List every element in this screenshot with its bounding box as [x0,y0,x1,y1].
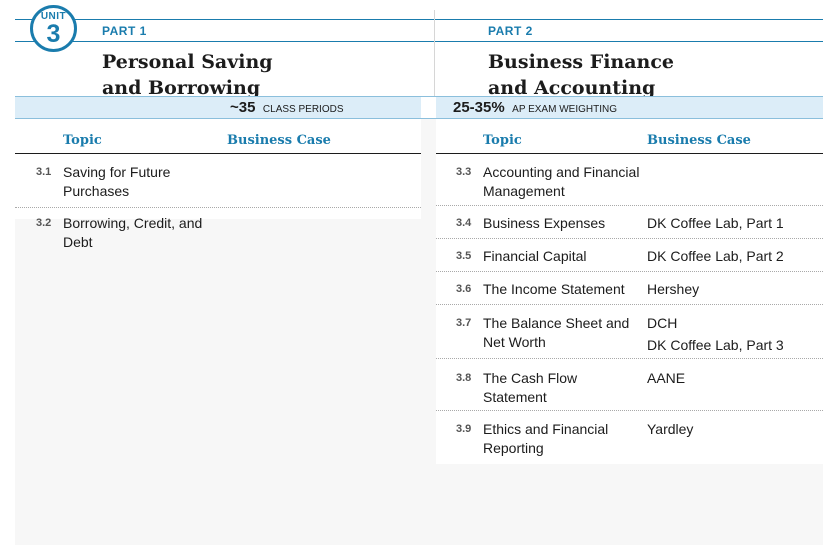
table-row: 3.4 Business Expenses DK Coffee Lab, Par… [436,214,823,239]
part-2-topics-table: Topic Business Case 3.3 Accounting and F… [436,119,823,464]
topic-title: Saving for Future Purchases [63,164,171,199]
table-row: 3.6 The Income Statement Hershey [436,280,823,305]
part-1-table-header: Topic Business Case [15,133,421,154]
table-row: 3.3 Accounting and Financial Management [436,163,823,206]
topic-title: Financial Capital [483,248,587,264]
topic-title: The Cash Flow Statement [483,370,578,405]
table-row: 3.9 Ethics and Financial Reporting Yardl… [436,420,823,460]
header-column-divider [434,10,435,96]
class-periods-unit: CLASS PERIODS [262,104,344,115]
part-1-title-line-2: and Borrowing [102,77,261,99]
unit-header: PART 1 Personal Saving and Borrowing PAR… [15,10,823,99]
topic-number: 3.8 [456,372,472,384]
part-2-label: PART 2 [488,24,533,38]
part-2-table-header: Topic Business Case [436,133,823,154]
topic-title: Borrowing, Credit, and Debt [63,215,203,250]
table-row: 3.2 Borrowing, Credit, and Debt [15,214,421,256]
topic-title: Ethics and Financial Reporting [483,421,609,456]
topic-number: 3.9 [456,423,472,435]
exam-weighting-unit: AP EXAM WEIGHTING [512,104,617,115]
topic-number: 3.4 [456,217,472,229]
header-top-rule [15,19,823,20]
class-periods-stat: ~35 CLASS PERIODS [230,97,344,118]
topic-number: 3.1 [36,166,52,178]
unit-badge-number: 3 [46,20,61,48]
topic-number: 3.7 [456,317,472,329]
part-2-title-line-1: Business Finance [488,51,675,73]
table-row: 3.7 The Balance Sheet and Net Worth DCH … [436,314,823,359]
stats-bar: ~35 CLASS PERIODS 25-35% AP EXAM WEIGHTI… [15,96,823,119]
topic-title: The Income Statement [483,281,625,297]
business-case: Yardley [647,421,694,437]
unit-badge-label: UNIT [40,11,67,22]
business-case: DK Coffee Lab, Part 2 [647,248,784,264]
part-1-title-line-1: Personal Saving [102,51,273,73]
business-case: DK Coffee Lab, Part 1 [647,215,784,231]
unit-badge: UNIT 3 [30,5,77,52]
topic-title: Business Expenses [483,215,606,231]
business-case: DK Coffee Lab, Part 3 [647,337,784,353]
exam-weighting-stat: 25-35% AP EXAM WEIGHTING [453,97,617,118]
part-1-business-case-header: Business Case [227,133,331,148]
business-case-list: DCH DK Coffee Lab, Part 3 [647,314,807,358]
topic-number: 3.6 [456,283,472,295]
topic-number: 3.3 [456,166,472,178]
part-1-topic-header: Topic [63,133,102,148]
business-case: Hershey [647,281,700,297]
part-1-topics-table: Topic Business Case 3.1 Saving for Futur… [15,119,421,250]
topic-number: 3.5 [456,250,472,262]
exam-weighting-value: 25-35% [453,99,505,116]
part-1-title: Personal Saving and Borrowing [102,49,402,101]
business-case: DCH [647,315,678,331]
header-part-rule [15,41,823,42]
part-2-title: Business Finance and Accounting [488,49,788,101]
table-row: 3.8 The Cash Flow Statement AANE [436,369,823,411]
part-2-business-case-header: Business Case [647,133,751,148]
part-1-label: PART 1 [102,24,147,38]
class-periods-value: ~35 [230,99,256,116]
topic-number: 3.2 [36,217,52,229]
part-2-title-line-2: and Accounting [488,77,656,99]
table-row: 3.1 Saving for Future Purchases [15,163,421,208]
business-case: AANE [647,370,686,386]
table-row: 3.5 Financial Capital DK Coffee Lab, Par… [436,247,823,272]
stats-bar-divider [421,97,436,118]
topic-title: Accounting and Financial Management [483,164,640,199]
part-2-topic-header: Topic [483,133,522,148]
topic-title: The Balance Sheet and Net Worth [483,315,630,350]
